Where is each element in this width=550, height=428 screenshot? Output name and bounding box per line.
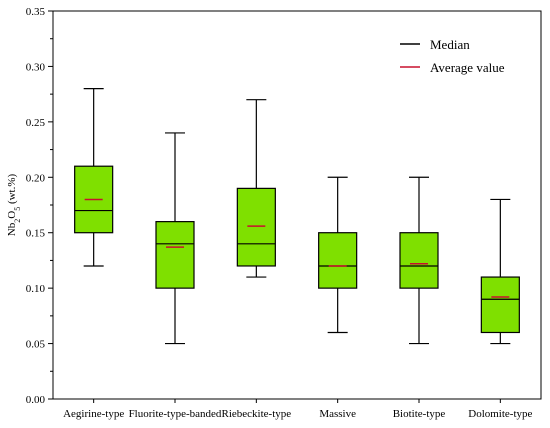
x-tick-label: Fluorite-type-banded [129, 408, 222, 420]
box-iqr [399, 232, 439, 289]
y-axis-label-part: (wt.%) [6, 173, 18, 206]
y-tick-label: 0.10 [26, 283, 46, 295]
x-tick-label: Dolomite-type [468, 408, 532, 420]
y-tick-label: 0.35 [26, 6, 46, 18]
box-iqr [236, 187, 276, 267]
y-axis-label: Nb2O5 (wt.%) [6, 173, 22, 236]
x-tick-label: Biotite-type [393, 408, 446, 420]
x-tick-label: Aegirine-type [63, 408, 124, 420]
y-tick-label: 0.15 [26, 228, 46, 240]
y-axis-label-part: O [6, 211, 18, 219]
legend-label: Average value [430, 60, 505, 75]
box-iqr [480, 276, 520, 334]
y-tick-label: 0.25 [26, 117, 46, 129]
x-tick-label: Riebeckite-type [222, 408, 292, 420]
x-tick-label: Massive [319, 408, 356, 420]
y-axis-label-part: Nb [6, 222, 18, 236]
box-iqr [155, 221, 195, 289]
y-tick-label: 0.05 [26, 339, 46, 351]
y-tick-label: 0.20 [26, 172, 46, 184]
legend-label: Median [430, 37, 470, 52]
y-axis-label-subscript: 5 [13, 207, 22, 211]
y-tick-label: 0.00 [26, 394, 46, 406]
y-tick-label: 0.30 [26, 61, 46, 73]
y-axis-label-subscript: 2 [13, 219, 22, 223]
box-iqr [318, 232, 358, 289]
